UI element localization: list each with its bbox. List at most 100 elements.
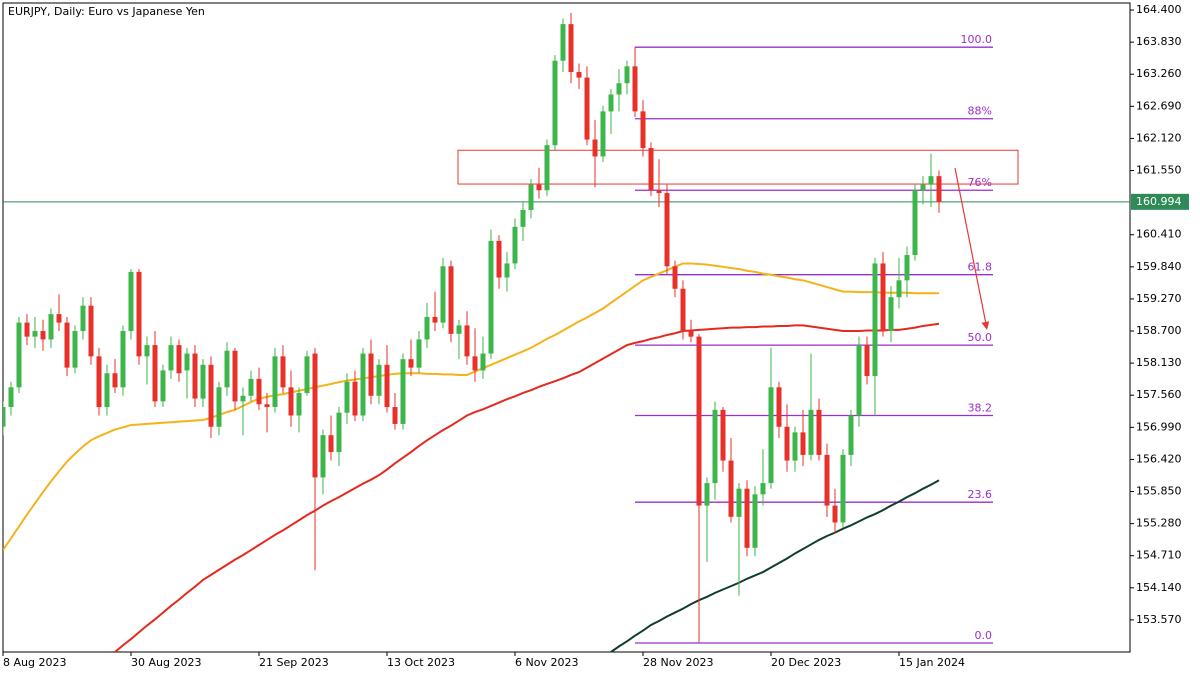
candle-body	[64, 322, 70, 368]
candle-body	[680, 288, 686, 332]
last-price-label: 160.994	[1136, 195, 1182, 208]
candle-body	[272, 356, 278, 408]
candle-body	[200, 364, 206, 399]
candle-body	[768, 387, 774, 484]
y-tick-label: 155.850	[1136, 485, 1182, 498]
y-tick-label: 156.990	[1136, 420, 1182, 433]
candle-body	[904, 254, 910, 281]
candle-body	[48, 314, 54, 340]
candle-body	[416, 339, 422, 368]
candle-body	[232, 350, 238, 402]
y-tick-label: 162.120	[1136, 131, 1182, 144]
moving-averages	[3, 262, 940, 652]
moving-average	[610, 479, 940, 652]
candle-body	[504, 263, 510, 278]
fib-label: 23.6	[968, 488, 993, 501]
arrow-line	[954, 167, 987, 323]
candle-body	[128, 271, 134, 332]
candle-body	[296, 392, 302, 416]
candle-body	[928, 176, 934, 185]
candle-body	[56, 314, 62, 323]
candle-body	[448, 266, 454, 334]
candle-body	[160, 370, 166, 402]
candle-body	[776, 387, 782, 427]
forecast-arrow	[954, 167, 990, 330]
y-tick-label: 163.260	[1136, 67, 1182, 80]
candle-body	[336, 412, 342, 453]
candle-body	[3, 407, 6, 427]
candle-body	[808, 409, 814, 455]
candle-body	[704, 483, 710, 506]
candle-body	[728, 460, 734, 517]
candle-body	[784, 426, 790, 461]
candle-body	[8, 387, 14, 408]
candle-body	[624, 66, 630, 84]
candle-body	[800, 432, 806, 455]
moving-average	[3, 262, 939, 551]
y-tick-label: 159.270	[1136, 292, 1182, 305]
candle-body	[96, 356, 102, 408]
candle-body	[640, 111, 646, 149]
candle-body	[280, 356, 286, 388]
candle-body	[816, 409, 822, 455]
candle-body	[600, 111, 606, 157]
candle-body	[88, 305, 94, 357]
candle-body	[384, 364, 390, 408]
chart-title: EURJPY, Daily: Euro vs Japanese Yen	[8, 5, 205, 18]
candle-body	[608, 94, 614, 112]
candle-body	[264, 404, 270, 408]
fib-label: 0.0	[975, 629, 993, 642]
candle-body	[168, 345, 174, 371]
y-tick-label: 161.550	[1136, 164, 1182, 177]
candle-body	[696, 336, 702, 506]
fib-label: 61.8	[968, 261, 993, 274]
candle-body	[104, 373, 110, 408]
candle-body	[152, 345, 158, 402]
x-tick-label: 20 Dec 2023	[771, 656, 841, 669]
candle-body	[832, 505, 838, 523]
candle-body	[584, 77, 590, 140]
candle-body	[528, 184, 534, 210]
candle-body	[288, 387, 294, 416]
candle-body	[672, 266, 678, 289]
candle-body	[216, 387, 222, 427]
y-tick-label: 155.280	[1136, 517, 1182, 530]
candle-body	[664, 193, 670, 267]
candle-body	[176, 345, 182, 374]
candle-body	[368, 353, 374, 396]
y-tick-label: 158.130	[1136, 356, 1182, 369]
x-tick-label: 15 Jan 2024	[899, 656, 965, 669]
candle-body	[472, 356, 478, 371]
candle-body	[464, 325, 470, 357]
candle-body	[544, 145, 550, 191]
candle-body	[304, 356, 310, 393]
candle-body	[536, 184, 542, 191]
candle-body	[312, 353, 318, 478]
last-price-box	[1131, 193, 1189, 210]
candle-body	[408, 359, 414, 368]
candle-body	[720, 409, 726, 461]
candle-body	[512, 226, 518, 264]
x-tick-label: 21 Sep 2023	[259, 656, 329, 669]
candle-body	[456, 325, 462, 334]
moving-average	[114, 322, 940, 652]
candle-body	[648, 148, 654, 191]
candle-body	[440, 266, 446, 323]
candle-body	[864, 345, 870, 377]
candle-body	[752, 494, 758, 548]
candle-body	[592, 139, 598, 157]
candle-body	[344, 381, 350, 413]
axes: 164.400 163.830 163.260 162.690 162.120 161.5…	[2, 3, 1189, 669]
y-tick-label: 154.140	[1136, 581, 1182, 594]
candle-body	[744, 488, 750, 548]
candle-body	[136, 271, 142, 357]
x-tick-label: 28 Nov 2023	[643, 656, 713, 669]
candle-body	[256, 378, 262, 405]
y-tick-label: 163.830	[1136, 35, 1182, 48]
candle-body	[376, 364, 382, 396]
fib-label: 88%	[968, 105, 992, 118]
y-tick-label: 164.400	[1136, 3, 1182, 16]
x-tick-label: 8 Aug 2023	[3, 656, 66, 669]
